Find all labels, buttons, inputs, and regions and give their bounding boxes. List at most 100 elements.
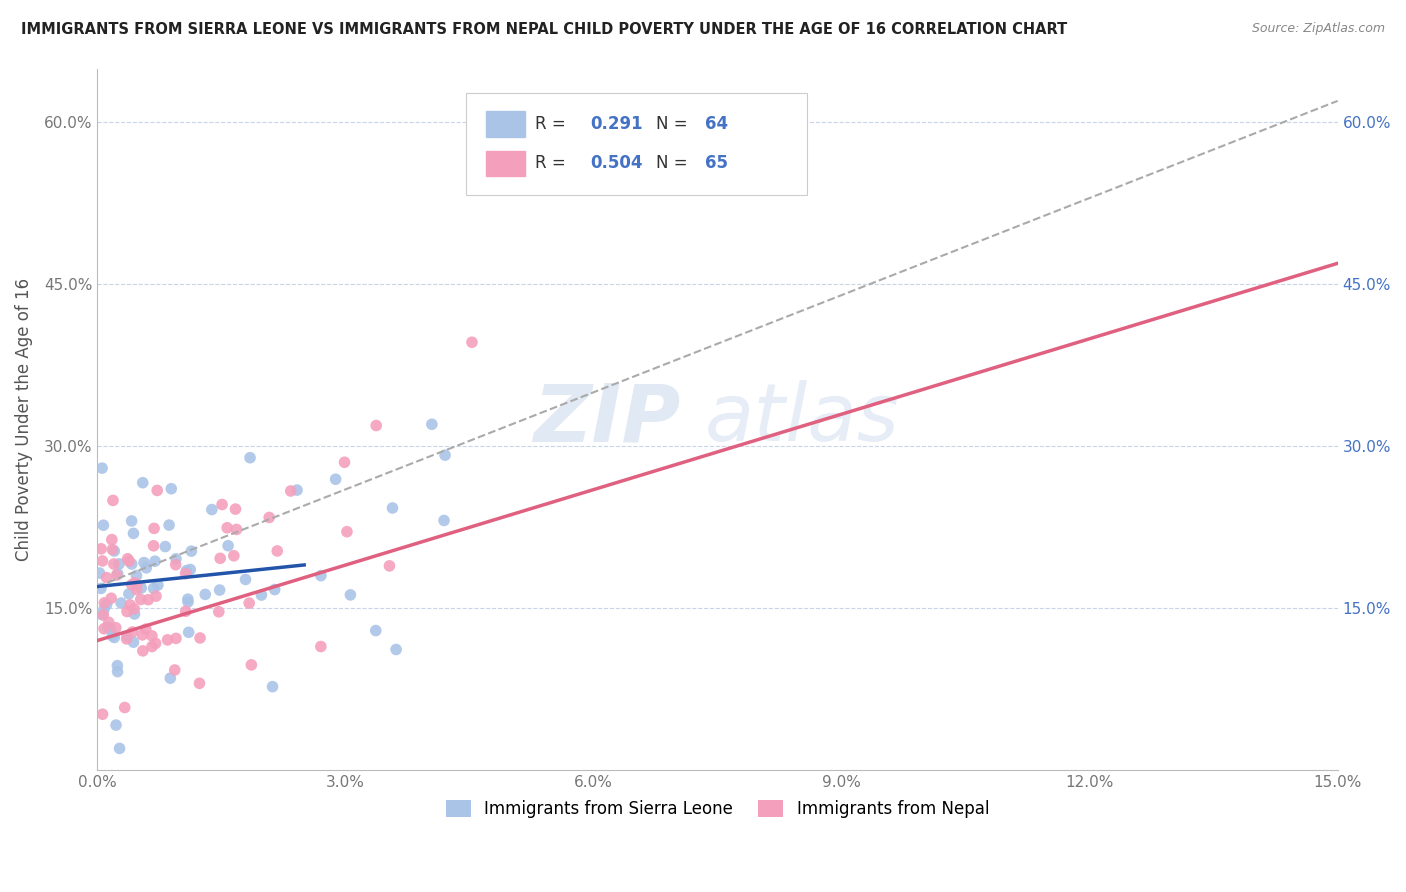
- Point: [208, 605, 231, 619]
- Point: [100, 591, 122, 606]
- Point: [266, 544, 288, 558]
- Point: [90, 541, 112, 556]
- Point: [90, 582, 112, 596]
- Point: [91, 607, 114, 622]
- Point: [366, 418, 388, 433]
- Point: [132, 644, 155, 658]
- Point: [157, 518, 180, 533]
- Point: [177, 595, 200, 609]
- Point: [142, 582, 165, 596]
- Point: [177, 592, 200, 607]
- Point: [121, 514, 143, 528]
- Point: [105, 718, 128, 732]
- Point: [122, 602, 145, 616]
- Text: atlas: atlas: [706, 380, 900, 458]
- Point: [146, 483, 169, 498]
- Point: [217, 539, 239, 553]
- Point: [104, 621, 127, 635]
- Point: [225, 523, 247, 537]
- Point: [235, 573, 257, 587]
- Point: [101, 629, 124, 643]
- Point: [188, 631, 211, 645]
- Text: 0.291: 0.291: [591, 115, 643, 133]
- Point: [118, 554, 141, 568]
- Point: [93, 602, 115, 616]
- Point: [336, 524, 359, 539]
- Point: [89, 566, 111, 580]
- Point: [124, 575, 146, 590]
- Point: [165, 552, 187, 566]
- Point: [122, 526, 145, 541]
- Point: [117, 551, 139, 566]
- Point: [136, 592, 159, 607]
- Point: [159, 671, 181, 685]
- Point: [124, 607, 146, 621]
- Point: [209, 551, 232, 566]
- Point: [179, 562, 201, 576]
- Point: [93, 596, 115, 610]
- Point: [434, 448, 457, 462]
- Point: [129, 581, 152, 595]
- Y-axis label: Child Poverty Under the Age of 16: Child Poverty Under the Age of 16: [15, 277, 32, 561]
- Text: 64: 64: [706, 115, 728, 133]
- Point: [385, 642, 408, 657]
- Point: [91, 554, 114, 568]
- Point: [309, 640, 332, 654]
- Point: [163, 663, 186, 677]
- Point: [103, 631, 125, 645]
- Point: [93, 622, 115, 636]
- Point: [107, 665, 129, 679]
- Text: R =: R =: [536, 154, 571, 172]
- Text: ZIP: ZIP: [533, 380, 681, 458]
- Point: [339, 588, 361, 602]
- Point: [121, 577, 143, 591]
- Point: [364, 624, 387, 638]
- Point: [115, 629, 138, 643]
- Point: [146, 578, 169, 592]
- Legend: Immigrants from Sierra Leone, Immigrants from Nepal: Immigrants from Sierra Leone, Immigrants…: [439, 793, 995, 825]
- Point: [325, 472, 347, 486]
- Point: [145, 589, 167, 603]
- Point: [285, 483, 308, 497]
- Point: [378, 558, 401, 573]
- Point: [103, 544, 125, 558]
- Point: [132, 475, 155, 490]
- Point: [142, 539, 165, 553]
- Point: [110, 596, 132, 610]
- Text: N =: N =: [655, 154, 692, 172]
- Point: [224, 502, 246, 516]
- Point: [143, 521, 166, 535]
- Point: [165, 632, 187, 646]
- FancyBboxPatch shape: [465, 93, 807, 194]
- Text: R =: R =: [536, 115, 571, 133]
- Point: [101, 493, 124, 508]
- Point: [194, 587, 217, 601]
- Point: [131, 628, 153, 642]
- Point: [101, 533, 124, 547]
- Point: [120, 598, 142, 612]
- Point: [96, 598, 118, 612]
- Point: [145, 636, 167, 650]
- Point: [262, 680, 284, 694]
- Point: [118, 587, 141, 601]
- Point: [174, 604, 197, 618]
- Point: [381, 500, 404, 515]
- Point: [97, 615, 120, 630]
- Point: [105, 568, 128, 582]
- Point: [115, 632, 138, 646]
- Point: [135, 622, 157, 636]
- Point: [132, 556, 155, 570]
- Point: [177, 625, 200, 640]
- Point: [125, 582, 148, 597]
- Point: [257, 510, 280, 524]
- Point: [103, 557, 125, 571]
- Point: [129, 592, 152, 607]
- Point: [461, 335, 484, 350]
- Point: [121, 557, 143, 571]
- Point: [263, 582, 285, 597]
- Point: [217, 521, 239, 535]
- Point: [114, 700, 136, 714]
- Point: [125, 578, 148, 592]
- Point: [188, 676, 211, 690]
- FancyBboxPatch shape: [485, 151, 526, 176]
